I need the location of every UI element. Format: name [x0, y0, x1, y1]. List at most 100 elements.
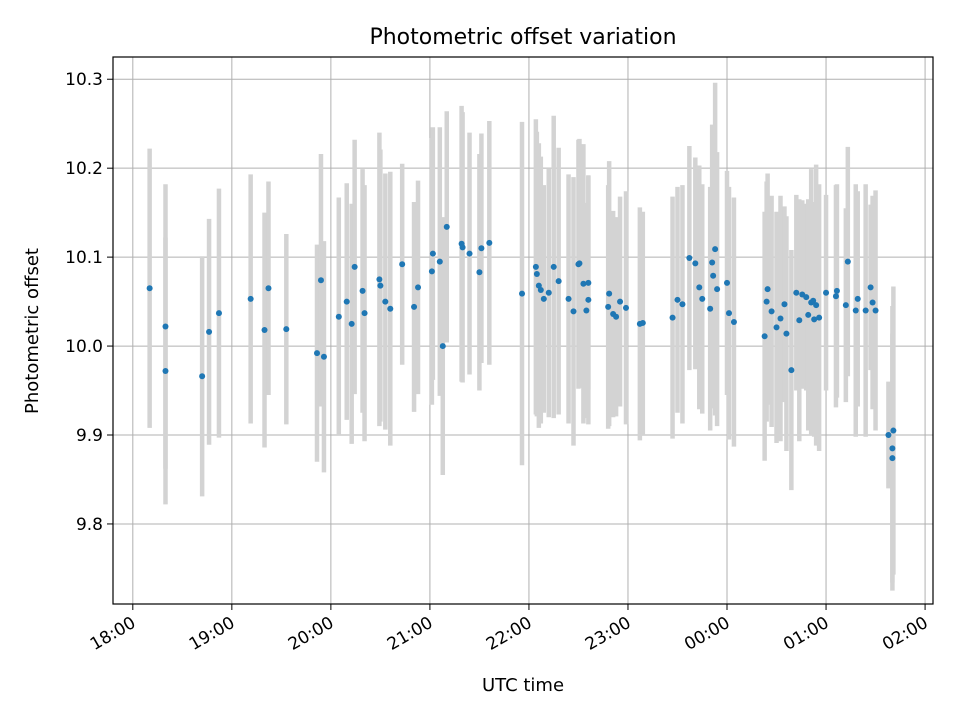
y-tick-label: 10.3	[65, 70, 103, 90]
data-point	[317, 277, 324, 284]
data-point	[773, 324, 780, 331]
data-points	[146, 223, 897, 462]
data-point	[639, 319, 646, 326]
data-point	[764, 286, 771, 293]
data-point	[707, 305, 714, 312]
data-point	[351, 263, 358, 270]
y-tick-label: 10.1	[65, 248, 103, 268]
data-point	[320, 353, 327, 360]
data-point	[793, 289, 800, 296]
data-point	[376, 276, 383, 283]
data-point	[377, 282, 384, 289]
data-point	[885, 432, 892, 439]
data-point	[537, 287, 544, 294]
data-point	[686, 255, 693, 262]
data-point	[162, 323, 169, 330]
data-point	[763, 298, 770, 305]
y-tick-label: 10.2	[65, 159, 103, 179]
data-point	[854, 295, 861, 302]
data-point	[382, 298, 389, 305]
data-point	[415, 284, 422, 291]
data-point	[532, 263, 539, 270]
data-point	[833, 287, 840, 294]
y-axis: 9.8 9.9 10.0 10.1 10.2 10.3	[65, 70, 113, 535]
data-point	[613, 313, 620, 320]
data-point	[730, 319, 737, 326]
data-point	[869, 299, 876, 306]
data-point	[585, 279, 592, 286]
data-point	[146, 285, 153, 292]
data-point	[889, 455, 896, 462]
data-point	[215, 310, 222, 317]
data-point	[162, 367, 169, 374]
data-point	[343, 298, 350, 305]
data-point	[545, 289, 552, 296]
data-point	[810, 297, 817, 304]
data-point	[605, 303, 612, 310]
data-point	[852, 307, 859, 314]
data-point	[714, 286, 721, 293]
data-point	[533, 271, 540, 278]
data-point	[459, 244, 466, 251]
data-point	[519, 290, 526, 297]
data-point	[261, 327, 268, 334]
y-tick-label: 9.8	[76, 515, 103, 535]
data-point	[872, 307, 879, 314]
data-point	[606, 290, 613, 297]
data-point	[199, 373, 206, 380]
data-point	[466, 250, 473, 257]
data-point	[862, 307, 869, 314]
chart-title: Photometric offset variation	[369, 25, 676, 50]
data-point	[478, 245, 485, 252]
data-point	[265, 285, 272, 292]
data-point	[555, 278, 562, 285]
data-point	[710, 272, 717, 279]
y-tick-label: 10.0	[65, 337, 103, 357]
plot-frame	[112, 56, 934, 605]
data-point	[788, 367, 795, 374]
y-tick-label: 9.9	[76, 426, 103, 446]
data-point	[283, 326, 290, 333]
data-point	[399, 261, 406, 268]
data-point	[617, 298, 624, 305]
data-point	[669, 314, 676, 321]
data-point	[842, 302, 849, 309]
data-point	[803, 294, 810, 301]
data-point	[580, 280, 587, 287]
data-point	[476, 269, 483, 276]
data-point	[761, 333, 768, 340]
data-point	[674, 296, 681, 303]
data-point	[348, 320, 355, 327]
data-point	[796, 317, 803, 324]
data-point	[699, 295, 706, 302]
data-point	[696, 284, 703, 291]
data-point	[816, 314, 823, 321]
data-point	[679, 301, 686, 308]
data-point	[709, 259, 716, 266]
data-point	[359, 287, 366, 294]
data-point	[314, 350, 321, 357]
data-point	[576, 260, 583, 267]
data-point	[783, 330, 790, 337]
data-point	[411, 303, 418, 310]
x-axis-label: UTC time	[482, 675, 564, 696]
data-point	[443, 223, 450, 230]
data-point	[811, 316, 818, 323]
data-point	[724, 279, 731, 286]
data-point	[540, 295, 547, 302]
data-point	[844, 258, 851, 265]
data-point	[429, 250, 436, 257]
data-point	[768, 308, 775, 315]
data-point	[832, 293, 839, 300]
data-point	[777, 315, 784, 322]
data-point	[436, 258, 443, 265]
data-point	[583, 307, 590, 314]
data-point	[889, 445, 896, 452]
data-point	[890, 427, 897, 434]
data-point	[206, 328, 213, 335]
data-point	[486, 239, 493, 246]
data-point	[867, 284, 874, 291]
data-point	[247, 295, 254, 302]
data-point	[585, 296, 592, 303]
